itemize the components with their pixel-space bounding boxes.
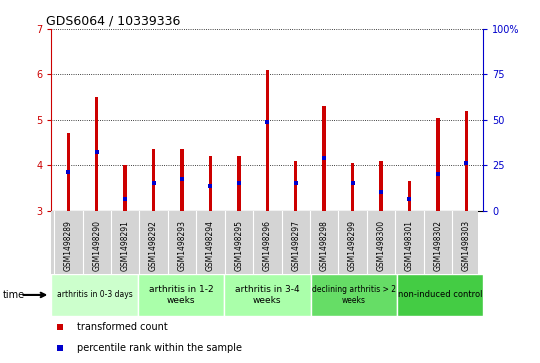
Text: GSM1498297: GSM1498297: [291, 220, 300, 271]
Bar: [322, 106, 326, 211]
Text: GSM1498295: GSM1498295: [234, 220, 244, 271]
Text: GSM1498303: GSM1498303: [462, 220, 471, 271]
Bar: [294, 160, 298, 211]
Text: GDS6064 / 10339336: GDS6064 / 10339336: [46, 15, 180, 28]
Text: GSM1498296: GSM1498296: [263, 220, 272, 271]
Bar: [224, 274, 310, 316]
Bar: [138, 274, 224, 316]
Bar: [95, 97, 98, 211]
Bar: [464, 111, 468, 211]
Bar: [237, 156, 241, 211]
Text: declining arthritis > 2
weeks: declining arthritis > 2 weeks: [312, 285, 396, 305]
Text: arthritis in 1-2
weeks: arthritis in 1-2 weeks: [148, 285, 213, 305]
Bar: [310, 274, 397, 316]
Text: GSM1498299: GSM1498299: [348, 220, 357, 271]
Bar: [266, 70, 269, 211]
Text: transformed count: transformed count: [77, 322, 168, 332]
Text: GSM1498290: GSM1498290: [92, 220, 102, 271]
Text: time: time: [3, 290, 25, 300]
Text: percentile rank within the sample: percentile rank within the sample: [77, 343, 242, 354]
Text: GSM1498289: GSM1498289: [64, 220, 73, 271]
Bar: [351, 163, 354, 211]
Bar: [152, 149, 156, 211]
Bar: [397, 274, 483, 316]
Bar: [436, 118, 440, 211]
Bar: [66, 133, 70, 211]
Text: GSM1498292: GSM1498292: [149, 220, 158, 271]
Text: GSM1498293: GSM1498293: [178, 220, 186, 271]
Text: GSM1498291: GSM1498291: [121, 220, 130, 271]
Text: GSM1498302: GSM1498302: [433, 220, 442, 271]
Bar: [51, 274, 138, 316]
Text: GSM1498294: GSM1498294: [206, 220, 215, 271]
Bar: [408, 181, 411, 211]
Text: GSM1498300: GSM1498300: [376, 220, 386, 271]
Text: GSM1498301: GSM1498301: [405, 220, 414, 271]
Bar: [379, 160, 383, 211]
Bar: [180, 149, 184, 211]
Bar: [124, 165, 127, 211]
Text: arthritis in 3-4
weeks: arthritis in 3-4 weeks: [235, 285, 300, 305]
Text: arthritis in 0-3 days: arthritis in 0-3 days: [57, 290, 132, 299]
Text: non-induced control: non-induced control: [398, 290, 482, 299]
Bar: [209, 156, 212, 211]
Text: GSM1498298: GSM1498298: [320, 220, 329, 271]
